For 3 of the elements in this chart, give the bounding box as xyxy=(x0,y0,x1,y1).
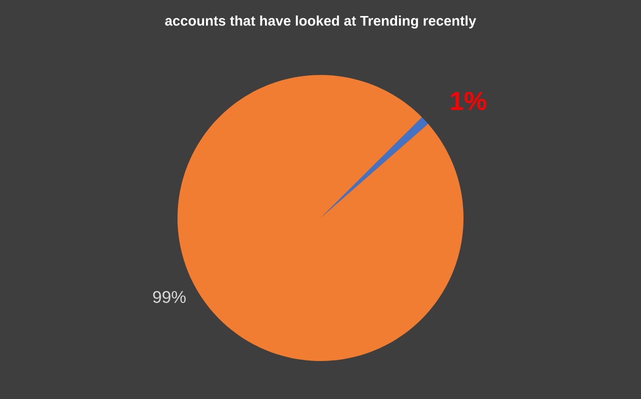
chart-title: accounts that have looked at Trending recently xyxy=(165,15,476,29)
data-label: 99% xyxy=(153,291,186,304)
data-label: 1% xyxy=(451,92,486,110)
